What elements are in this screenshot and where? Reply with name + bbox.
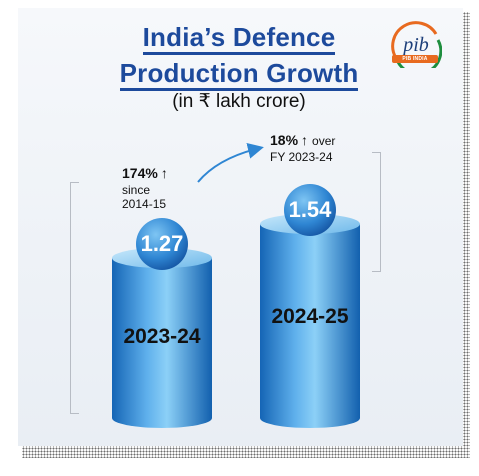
title-line-2: Production Growth [0,58,478,91]
value-bubble [136,218,188,270]
right-bracket-line [372,152,381,272]
title-line-1-text: India’s Defence [142,22,336,55]
up-arrow-icon: ↑ [160,165,168,181]
up-arrow-icon: ↑ [301,132,309,148]
bar-value-label: 1.54 [288,196,332,222]
annotation-left-line2: 2014-15 [122,197,167,211]
annotation-right-line2: FY 2023-24 [270,150,333,164]
annotation-over-fy: 18% ↑ over FY 2023-24 [270,132,335,164]
subtitle-unit: (in ₹ lakh crore) [172,91,306,112]
bar-cylinder [112,258,212,428]
bar-value-label: 1.27 [140,231,184,256]
bar-category-label: 2023-24 [123,325,201,349]
bars-layer [112,183,360,428]
bar-cylinder [260,223,360,428]
annotation-left-percent: 174% [122,165,158,181]
left-bracket-line [70,182,79,414]
annotation-right-percent: 18% [270,132,299,148]
title-line-2-text: Production Growth [119,58,359,91]
annotation-left-line1: since [122,183,151,197]
annotation-right-word: over [312,134,336,148]
title-line-1: India’s Defence [0,22,478,55]
value-bubble [284,183,336,236]
infographic-card [18,8,463,446]
pib-logo-text: pib [401,34,429,56]
pib-logo-icon: pib [391,21,442,68]
pib-logo-band: PIB INDIA [392,55,438,63]
growth-arrow [197,142,264,183]
annotation-since-2014: 174% ↑ since 2014-15 [122,165,168,211]
bar-category-label: 2024-25 [271,305,349,329]
